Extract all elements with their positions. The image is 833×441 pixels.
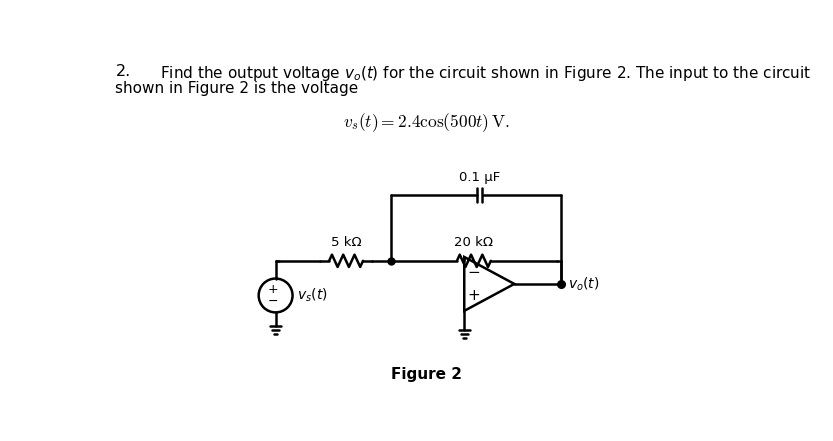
Text: +: + <box>467 288 480 303</box>
Text: 5 kΩ: 5 kΩ <box>331 236 362 249</box>
Text: $v_o(t)$: $v_o(t)$ <box>568 275 600 293</box>
Text: −: − <box>467 265 480 280</box>
Text: 0.1 μF: 0.1 μF <box>459 171 501 184</box>
Text: $v_s(t) = 2.4\cos(500t)\,\mathrm{V}.$: $v_s(t) = 2.4\cos(500t)\,\mathrm{V}.$ <box>343 112 510 134</box>
Text: Find the output voltage $v_o(t)$ for the circuit shown in Figure 2. The input to: Find the output voltage $v_o(t)$ for the… <box>160 64 811 83</box>
Text: −: − <box>267 295 277 308</box>
Text: +: + <box>267 283 278 296</box>
Text: 20 kΩ: 20 kΩ <box>454 236 493 249</box>
Text: Figure 2: Figure 2 <box>391 367 462 382</box>
Text: $v_s(t)$: $v_s(t)$ <box>297 287 328 304</box>
Text: 2.: 2. <box>116 64 131 78</box>
Text: shown in Figure 2 is the voltage: shown in Figure 2 is the voltage <box>116 81 359 96</box>
